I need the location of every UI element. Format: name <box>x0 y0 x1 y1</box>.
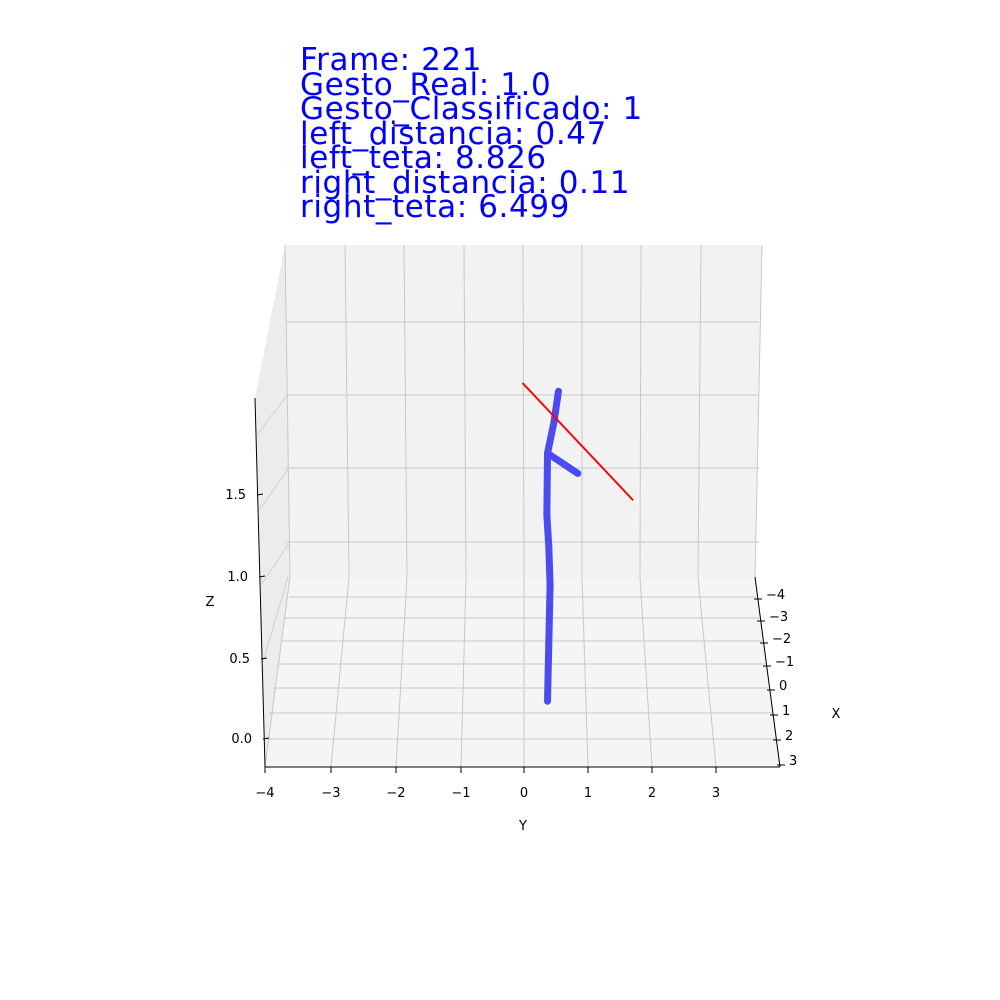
y-tick-label: −1 <box>451 786 470 801</box>
y-tick-label: −2 <box>386 786 405 801</box>
z-tick-label: 1.5 <box>225 488 246 503</box>
grid-line <box>754 244 763 578</box>
x-tick-label: 0 <box>779 679 787 694</box>
x-tick-label: −1 <box>775 655 794 670</box>
floor-pane <box>265 577 780 767</box>
y-tick-label: −3 <box>321 786 340 801</box>
z-tick-mark <box>262 737 270 740</box>
grid-line <box>262 576 289 663</box>
skeleton-segment <box>544 581 554 705</box>
z-tick-mark <box>258 575 266 578</box>
x-tick-label: −3 <box>769 610 788 625</box>
axes-lines <box>254 397 781 768</box>
grid-line <box>460 576 467 768</box>
grid-line <box>395 576 408 768</box>
x-tick-label: 2 <box>785 729 793 744</box>
skeleton-segment <box>543 449 552 519</box>
z-tick-label: 0.5 <box>229 652 250 667</box>
left-wall-pane <box>255 245 290 767</box>
skeleton-segment <box>544 449 582 477</box>
right-distance-label: right_distancia: 0.11 <box>300 164 631 201</box>
z-tick-label: 1.0 <box>227 570 248 585</box>
grid-line <box>639 244 642 578</box>
y-tick-label: 3 <box>712 786 720 801</box>
z-axis-line <box>254 397 266 768</box>
tick-labels: −4 −3 −2 −1 0 1 2 3 −4 −3 −2 −1 0 1 2 3 0.0 0.5 1.0 1.5 <box>225 488 797 801</box>
grid-line <box>258 467 290 511</box>
grid-line <box>463 244 467 578</box>
right-theta-label: right_teta: 6.499 <box>300 189 570 225</box>
grid-line <box>639 576 653 768</box>
y-tick-label: 1 <box>584 786 592 801</box>
grid-line <box>522 244 525 578</box>
skeleton-segment <box>543 511 553 550</box>
z-tick-mark <box>256 493 264 496</box>
z-tick-label: 0.0 <box>231 732 252 747</box>
grid-line <box>403 244 408 578</box>
frame-info-overlay: Frame: 221 Gesto_Real: 1.0 Gesto_Classif… <box>300 42 643 225</box>
grid-line <box>284 244 291 578</box>
real-gesture-label: Gesto_Real: 1.0 <box>300 66 552 103</box>
y-tick-label: 2 <box>648 786 656 801</box>
z-axis-label: Z <box>206 595 215 610</box>
grid-line <box>330 576 350 768</box>
data-series <box>522 382 634 705</box>
left-theta-label: left_teta: 8.826 <box>300 140 547 176</box>
y-tick-label: 0 <box>520 786 528 801</box>
red-direction-line <box>522 382 634 501</box>
x-tick-label: −4 <box>766 588 785 603</box>
grid-line <box>260 541 291 586</box>
x-axis-label: X <box>832 707 841 722</box>
x-axis-line <box>754 576 781 768</box>
grid-lines <box>256 244 781 768</box>
skeleton-segment <box>544 418 558 457</box>
z-tick-mark <box>260 657 268 660</box>
x-tick-label: −2 <box>772 632 791 647</box>
classified-gesture-label: Gesto_Classificado: 1 <box>300 91 643 127</box>
grid-line <box>697 244 702 578</box>
grid-line <box>256 394 288 436</box>
y-tick-label: −4 <box>255 786 274 801</box>
y-axis-label: Y <box>518 819 527 834</box>
x-tick-label: 3 <box>789 754 797 769</box>
x-tick-label: 1 <box>782 704 790 719</box>
frame-label: Frame: 221 <box>300 42 483 78</box>
left-distance-label: left_distancia: 0.47 <box>300 115 607 152</box>
grid-line <box>581 576 589 768</box>
skeleton-segment <box>545 542 554 589</box>
grid-line <box>344 244 350 578</box>
grid-line <box>264 576 291 768</box>
grid-line <box>697 576 717 768</box>
